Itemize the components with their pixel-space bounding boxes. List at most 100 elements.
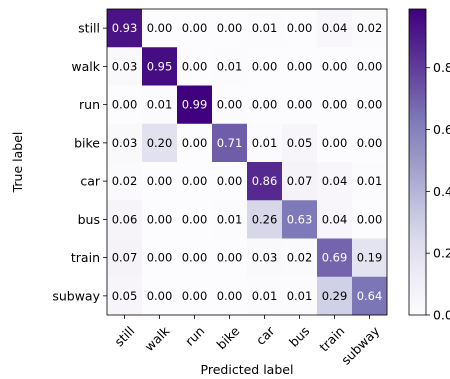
heatmap-cell [142,238,178,278]
cell-value-label: 0.95 [147,59,173,73]
heatmap-cell [247,123,283,163]
heatmap-cell [282,123,318,163]
colorbar [408,8,427,316]
cell-value-label: 0.20 [147,136,173,150]
heatmap-cell [212,9,248,48]
heatmap-cell [317,276,353,316]
heatmap-cell [317,200,353,239]
cell-value-label: 0.00 [322,98,348,112]
cell-value-label: 0.00 [357,136,383,150]
heatmap-cell [142,9,178,48]
heatmap-cell [212,47,248,86]
heatmap-cell [177,200,213,239]
heatmap-cell [212,162,248,201]
heatmap-cell [352,123,388,163]
cell-value-label: 0.01 [147,98,173,112]
heatmap-cell [282,238,318,278]
heatmap-cell [317,85,353,125]
colorbar-tick-label: 0.0 [433,308,450,323]
heatmap-cell [142,123,178,163]
cell-value-label: 0.00 [252,59,278,73]
colorbar-tick-label: 0.4 [433,184,450,199]
heatmap-cell [282,47,318,86]
heatmap-cell [107,47,143,86]
cell-value-label: 0.06 [112,212,138,226]
cell-value-label: 0.01 [287,289,313,303]
cell-value-label: 0.07 [287,174,313,188]
heatmap-cell [282,200,318,239]
cell-value-label: 0.00 [252,98,278,112]
colorbar-tick-label: 0.8 [433,60,450,75]
heatmap-cell [282,276,318,316]
heatmap-cell [177,123,213,163]
heatmap-cell [282,85,318,125]
cell-value-label: 0.00 [322,136,348,150]
cell-value-label: 0.00 [357,98,383,112]
heatmap-cell [352,200,388,239]
heatmap-cell [177,238,213,278]
y-axis-title: True label [10,132,25,194]
cell-value-label: 0.01 [252,289,278,303]
cell-value-label: 0.00 [217,289,243,303]
heatmap-cell [247,162,283,201]
cell-value-label: 0.29 [322,289,348,303]
heatmap-cell [282,9,318,48]
cell-value-label: 0.03 [112,59,138,73]
heatmap-cell [107,123,143,163]
heatmap-cell [352,238,388,278]
plot-frame [106,8,388,316]
colorbar-tick-label: 0.2 [433,246,450,261]
cell-value-label: 0.05 [287,136,313,150]
cell-value-label: 0.99 [182,98,208,112]
cell-value-label: 0.05 [112,289,138,303]
cell-value-label: 0.00 [217,21,243,35]
x-tick-label: train [316,323,347,354]
heatmap-cell [352,162,388,201]
y-tick-label: bus [78,212,100,227]
cell-value-label: 0.00 [182,59,208,73]
cell-value-label: 0.04 [322,212,348,226]
x-axis-title: Predicted label [201,362,294,377]
heatmap-cell [142,200,178,239]
y-tick-label: bike [74,135,100,150]
heatmap-cell [352,47,388,86]
cell-value-label: 0.00 [217,98,243,112]
cell-value-label: 0.00 [112,98,138,112]
heatmap-cell [212,276,248,316]
y-tick-label: subway [52,288,100,303]
heatmap-cell [142,85,178,125]
heatmap-cell [107,238,143,278]
heatmap-cell [142,47,178,86]
heatmap-cell [247,276,283,316]
cell-value-label: 0.00 [182,136,208,150]
heatmap-cell [107,200,143,239]
cell-value-label: 0.00 [287,98,313,112]
cell-value-label: 0.04 [322,174,348,188]
x-tick-label: walk [142,323,173,354]
heatmap-cell [212,238,248,278]
heatmap-cell [107,9,143,48]
heatmap-cell [352,276,388,316]
cell-value-label: 0.02 [357,21,383,35]
heatmap-cell [142,162,178,201]
colorbar-tick-label: 0.6 [433,122,450,137]
y-tick-label: car [80,174,101,189]
y-axis-ticks: still walk run bike car bus train subway [52,21,107,303]
heatmap-cell [212,123,248,163]
x-tick-label: car [253,323,278,348]
cell-value-label: 0.00 [147,21,173,35]
y-tick-label: still [78,21,100,36]
x-tick-label: bike [213,323,242,352]
heatmap-cell [107,162,143,201]
cell-value-label: 0.19 [357,251,383,265]
heatmap-cell [177,47,213,86]
cell-value-label: 0.00 [182,212,208,226]
heatmap-cell [352,85,388,125]
cell-value-label: 0.01 [217,212,243,226]
cell-value-label: 0.01 [217,59,243,73]
cell-value-label: 0.26 [252,212,278,226]
cell-value-label: 0.00 [182,251,208,265]
cell-value-label: 0.00 [147,174,173,188]
cell-value-label: 0.01 [357,174,383,188]
cell-value-label: 0.01 [252,21,278,35]
